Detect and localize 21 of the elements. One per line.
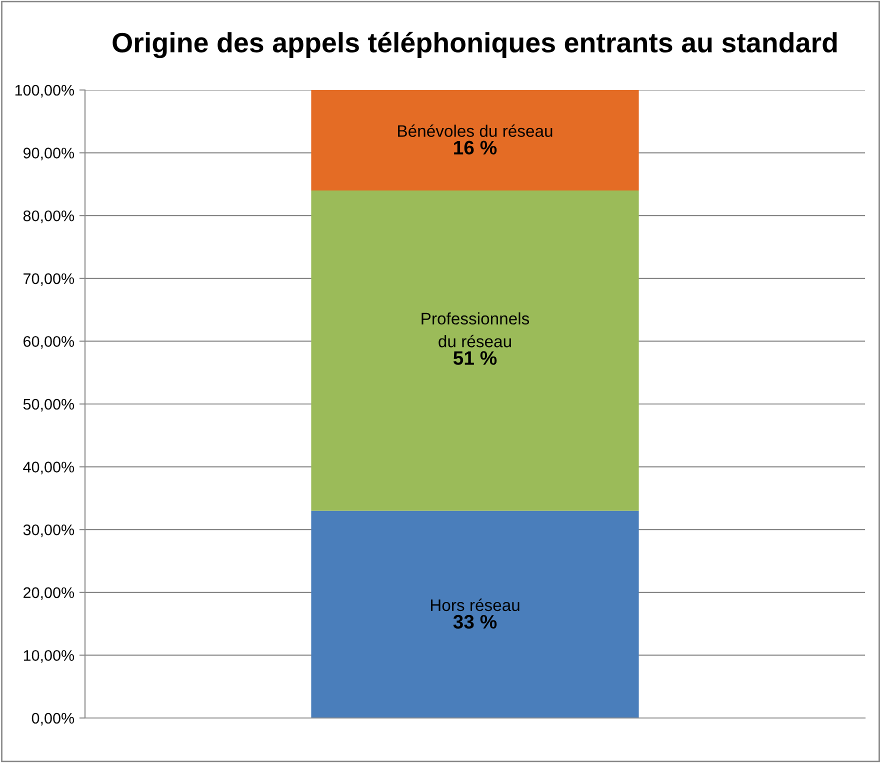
y-tick-label: 100,00%: [15, 84, 74, 98]
series-label: Hors réseau: [430, 598, 520, 612]
y-tick-label: 50,00%: [23, 398, 74, 412]
y-tick-label: 10,00%: [24, 650, 74, 663]
chart-title: Origine des appels téléphoniques entrants au standard: [112, 32, 837, 58]
bar: [311, 510, 639, 718]
data-label: 51 %: [453, 351, 497, 365]
bar: [311, 90, 639, 190]
series-label: Bénévoles du réseau: [398, 124, 552, 137]
y-tick-label: 60,00%: [24, 336, 74, 349]
y-tick-label: 70,00%: [24, 273, 74, 286]
bar: [311, 190, 639, 511]
y-tick-label: 90,00%: [23, 148, 74, 160]
y-tick-label: 80,00%: [23, 210, 74, 224]
y-tick-label: 20,00%: [24, 587, 74, 600]
series-label: Professionnels du réseau: [422, 312, 530, 348]
data-label: 33 %: [453, 614, 497, 629]
y-tick-label: 30,00%: [23, 524, 74, 538]
y-tick-label: 0,00%: [32, 712, 74, 726]
y-tick-label: 40,00%: [23, 462, 74, 474]
data-label: 16 %: [454, 140, 497, 155]
